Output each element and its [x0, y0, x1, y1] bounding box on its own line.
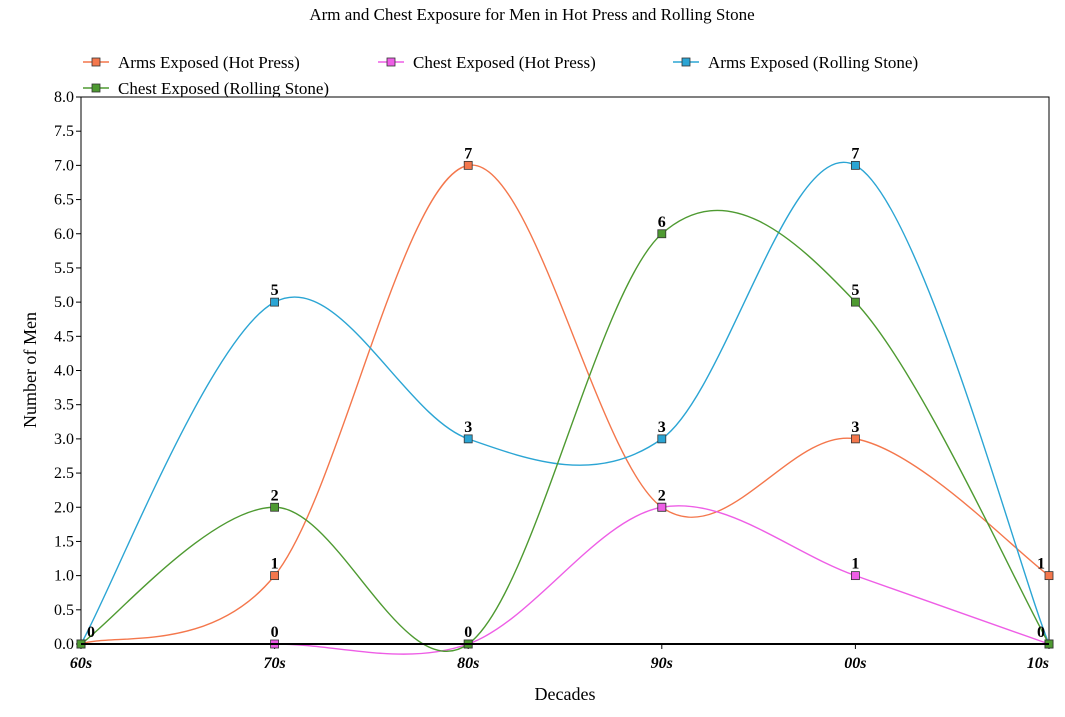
series-line-2 — [80, 161, 1050, 645]
y-tick-label: 0.5 — [54, 602, 74, 619]
series-lines — [80, 161, 1050, 655]
data-point-marker — [270, 297, 280, 307]
data-point-marker — [851, 434, 860, 444]
data-labels: 1 7 2 3 1 0 1 0 5 3 3 7 0 2 0 6 5 — [87, 145, 1045, 641]
data-label: 0 — [87, 624, 95, 641]
chart-title: Arm and Chest Exposure for Men in Hot Pr… — [309, 5, 754, 24]
y-tick-label: 4.0 — [54, 363, 74, 380]
series-markers — [76, 160, 1054, 649]
data-label: 1 — [271, 556, 279, 573]
legend-label: Arms Exposed (Rolling Stone) — [708, 53, 918, 72]
y-tick-label: 4.5 — [54, 328, 74, 345]
x-tick-label: 70s — [263, 655, 285, 672]
y-tick-label: 1.5 — [54, 533, 74, 550]
y-tick-label: 5.0 — [54, 294, 74, 311]
data-label: 3 — [851, 419, 859, 436]
y-tick-label: 3.5 — [54, 397, 74, 414]
data-point-marker — [270, 571, 280, 581]
series-line-3 — [80, 209, 1050, 652]
data-label: 6 — [658, 214, 666, 231]
y-tick-label: 8.0 — [54, 89, 74, 106]
legend-item: Arms Exposed (Hot Press) — [83, 53, 300, 72]
legend-item: Chest Exposed (Hot Press) — [378, 53, 596, 72]
y-tick-label: 3.0 — [54, 431, 74, 448]
legend: Arms Exposed (Hot Press) Chest Exposed (H… — [83, 53, 918, 98]
data-label: 3 — [658, 419, 666, 436]
legend-label: Arms Exposed (Hot Press) — [118, 53, 300, 72]
data-label: 1 — [851, 556, 859, 573]
legend-label: Chest Exposed (Rolling Stone) — [118, 79, 329, 98]
data-label: 7 — [851, 145, 859, 162]
data-label: 0 — [464, 624, 472, 641]
data-label: 5 — [851, 282, 859, 299]
data-label: 0 — [1037, 624, 1045, 641]
legend-marker — [386, 57, 396, 67]
data-point-marker — [657, 229, 667, 239]
data-label: 3 — [464, 419, 472, 436]
data-point-marker — [463, 434, 473, 444]
data-label: 2 — [658, 487, 666, 504]
legend-marker — [681, 57, 691, 67]
legend-item: Chest Exposed (Rolling Stone) — [83, 79, 329, 98]
data-point-marker — [657, 502, 667, 512]
y-tick-label: 1.0 — [54, 568, 74, 585]
y-tick-label: 7.5 — [54, 123, 74, 140]
y-tick-label: 7.0 — [54, 157, 74, 174]
data-point-marker — [851, 160, 860, 170]
legend-label: Chest Exposed (Hot Press) — [413, 53, 596, 72]
legend-item: Arms Exposed (Rolling Stone) — [673, 53, 918, 72]
data-point-marker — [851, 571, 860, 581]
legend-marker — [91, 57, 101, 67]
data-point-marker — [851, 297, 860, 307]
data-label: 7 — [464, 145, 472, 162]
legend-marker — [91, 83, 101, 93]
data-point-marker — [1044, 571, 1054, 581]
y-axis: 0.0 0.5 1.0 1.5 2.0 2.5 3.0 3.5 4.0 4.5 5.0 5.5 6.0 6… — [54, 89, 81, 653]
y-tick-label: 0.0 — [54, 636, 74, 653]
series-line-1 — [81, 505, 1050, 655]
y-tick-label: 6.5 — [54, 192, 74, 209]
x-tick-label: 00s — [844, 655, 866, 672]
y-tick-label: 6.0 — [54, 226, 74, 243]
data-label: 2 — [271, 487, 279, 504]
data-label: 5 — [271, 282, 279, 299]
data-point-marker — [270, 502, 280, 512]
data-label: 1 — [1037, 556, 1045, 573]
y-tick-label: 2.5 — [54, 465, 74, 482]
x-tick-label: 80s — [457, 655, 479, 672]
data-label: 0 — [271, 624, 279, 641]
plot-frame — [80, 96, 1050, 645]
data-point-marker — [463, 160, 473, 170]
y-tick-label: 2.0 — [54, 499, 74, 516]
x-axis-title: Decades — [535, 684, 596, 704]
x-tick-label: 10s — [1027, 655, 1049, 672]
y-tick-label: 5.5 — [54, 260, 74, 277]
data-point-marker — [657, 434, 667, 444]
y-axis-title: Number of Men — [20, 312, 40, 428]
x-axis: 60s 70s 80s 90s 00s 10s — [70, 644, 1050, 672]
x-tick-label: 60s — [70, 655, 92, 672]
x-tick-label: 90s — [651, 655, 673, 672]
